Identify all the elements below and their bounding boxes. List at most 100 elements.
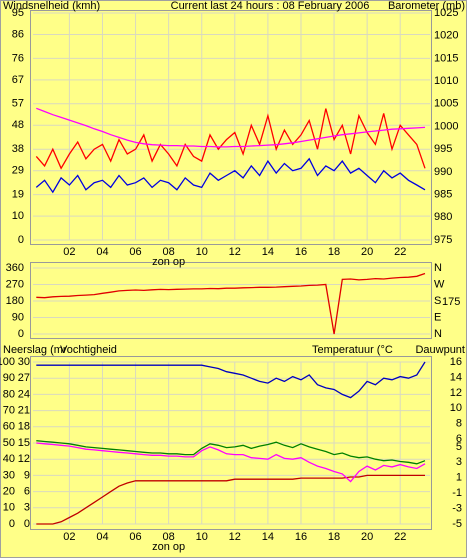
y-tick-label: 20 <box>3 486 15 498</box>
y2-tick-label: 1015 <box>434 52 458 64</box>
x-tick-label: 18 <box>328 531 340 543</box>
y2-tick-label: -1 <box>452 487 462 499</box>
y-tick-label: 48 <box>12 119 24 131</box>
x-tick-label: 10 <box>196 246 208 258</box>
y2-tick-label: N <box>434 328 442 340</box>
series-line <box>36 107 426 148</box>
y-tick-label: 0 <box>9 518 15 530</box>
x-tick-label: 12 <box>229 531 241 543</box>
y-tick-label: 19 <box>12 189 24 201</box>
y2-tick-label: -3 <box>452 502 462 514</box>
x-tick-label: 12 <box>229 246 241 258</box>
x-tick-label: 20 <box>361 246 373 258</box>
x-tick-label: 14 <box>262 246 274 258</box>
x-tick-label: 08 <box>163 531 175 543</box>
y-tick-label: 57 <box>12 98 24 110</box>
panel-frame <box>30 356 432 530</box>
x-tick-label: 04 <box>96 246 108 258</box>
y2-tick-label: 12 <box>450 387 462 399</box>
legend-label: Temperatuur (°C <box>312 344 393 356</box>
x-tick-label: 06 <box>129 246 141 258</box>
y-tick-label: 29 <box>12 165 24 177</box>
y3-tick-label: 0 <box>24 518 30 530</box>
y-tick-label: 80 <box>3 388 15 400</box>
y-tick-label: 0 <box>18 328 24 340</box>
series-line <box>35 108 426 170</box>
y-tick-label: 67 <box>12 74 24 86</box>
y-tick-label: 100 <box>0 356 15 368</box>
x-tick-label: 16 <box>295 246 307 258</box>
y2-axis-title: Barometer (mb) <box>388 0 465 12</box>
chart-title: Current last 24 hours : 08 February 2006 <box>171 0 370 12</box>
y3-tick-label: 3 <box>24 502 30 514</box>
y2-tick-label: 1000 <box>434 120 458 132</box>
y-tick-label: 10 <box>12 210 24 222</box>
series-line <box>35 157 426 194</box>
y2-tick-label: 980 <box>434 211 452 223</box>
y-tick-label: 38 <box>12 143 24 155</box>
y-tick-label: 60 <box>3 421 15 433</box>
y-axis-title: Windsnelheid (kmh) <box>3 0 100 12</box>
x-tick-label: 16 <box>295 531 307 543</box>
y-tick-label: 90 <box>12 311 24 323</box>
x-tick-label: 18 <box>328 246 340 258</box>
y-tick-label: 40 <box>3 453 15 465</box>
y-tick-label: 180 <box>6 295 24 307</box>
series-line <box>36 361 426 399</box>
y2-tick-label: N <box>434 262 442 274</box>
panel-frame <box>30 10 432 245</box>
y3-tick-label: 12 <box>18 453 30 465</box>
y-tick-label: 90 <box>3 372 15 384</box>
y-tick-label: 76 <box>12 52 24 64</box>
y3-tick-label: 18 <box>18 421 30 433</box>
legend-label: Neerslag (mr <box>3 344 67 356</box>
x-tick-label: 22 <box>394 246 406 258</box>
y2-tick-label: 10 <box>450 402 462 414</box>
y3-tick-label: 9 <box>24 469 30 481</box>
legend-label: Vochtigheid <box>60 344 117 356</box>
y-tick-label: 10 <box>3 502 15 514</box>
y2-tick-label: 8 <box>456 418 462 430</box>
y2-tick-label: 1005 <box>434 98 458 110</box>
y2-tick-label: E <box>434 311 441 323</box>
annotation: zon op <box>152 541 185 553</box>
y-tick-label: 86 <box>12 28 24 40</box>
x-tick-label: 02 <box>63 531 75 543</box>
y2-tick-label: 16 <box>450 356 462 368</box>
x-tick-label: 04 <box>96 531 108 543</box>
y3-tick-label: 27 <box>18 372 30 384</box>
y2-tick-label: -5 <box>452 518 462 530</box>
y-tick-label: 0 <box>18 234 24 246</box>
y-tick-label: 360 <box>6 262 24 274</box>
y2-tick-label: 5 <box>456 441 462 453</box>
y2-tick-label: 1 <box>456 472 462 484</box>
y-tick-label: 30 <box>3 469 15 481</box>
y2-tick-label: 6 <box>456 433 462 445</box>
series-line <box>36 272 426 335</box>
y-tick-label: 270 <box>6 278 24 290</box>
x-tick-label: 02 <box>63 246 75 258</box>
y2-tick-label: 14 <box>450 371 462 383</box>
y2-tick-label: 1020 <box>434 30 458 42</box>
x-tick-label: 10 <box>196 531 208 543</box>
x-tick-label: 08 <box>163 246 175 258</box>
series-line <box>36 474 425 525</box>
x-tick-label: 06 <box>129 531 141 543</box>
y2-tick-label: 1025 <box>434 7 458 19</box>
panel-frame <box>30 262 432 339</box>
y-tick-label: 70 <box>3 405 15 417</box>
y2-tick-label: 990 <box>434 166 452 178</box>
y3-tick-label: 15 <box>18 437 30 449</box>
y-tick-label: 95 <box>12 7 24 19</box>
y2-tick-label: 3 <box>456 456 462 468</box>
y3-tick-label: 30 <box>18 356 30 368</box>
y2-tick-label: S <box>434 295 441 307</box>
y3-tick-label: 21 <box>18 405 30 417</box>
y2-tick-label: W <box>434 278 445 290</box>
legend-label: Dauwpunt <box>415 344 465 356</box>
y2-tick-label: 1010 <box>434 75 458 87</box>
y2-tick-label: 995 <box>434 143 452 155</box>
